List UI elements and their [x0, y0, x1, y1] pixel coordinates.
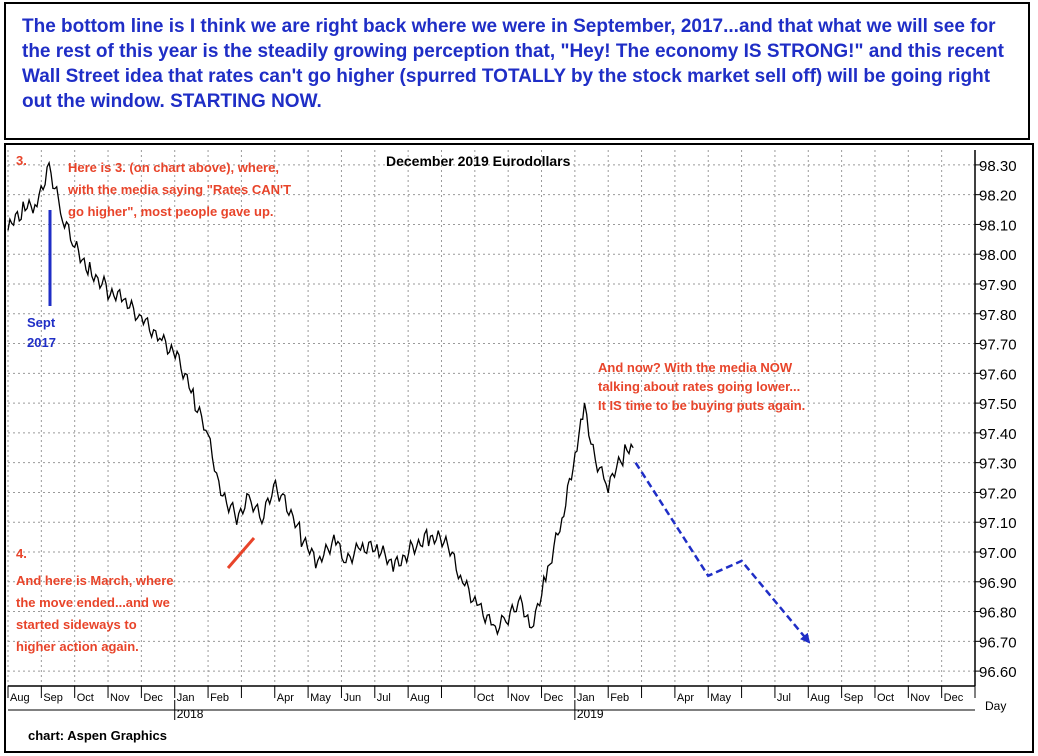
note-4-line: the move ended...and we: [16, 595, 170, 610]
label-3: 3.: [16, 153, 27, 168]
y-tick-label: 97.40: [979, 426, 1017, 443]
note-4-line: higher action again.: [16, 639, 139, 654]
x-tick-label: Sep: [844, 692, 864, 704]
x-tick-label: Oct: [477, 692, 494, 704]
y-tick-label: 97.30: [979, 456, 1017, 473]
note-3-line: Here is 3. (on chart above), where,: [68, 160, 279, 175]
headline-text: The bottom line is I think we are right …: [22, 16, 1004, 112]
note-4-line: And here is March, where: [16, 573, 174, 588]
year-label: 2019: [577, 707, 604, 721]
y-tick-label: 97.60: [979, 366, 1017, 383]
headline-box: The bottom line is I think we are right …: [4, 2, 1030, 140]
y-tick-label: 98.30: [979, 158, 1017, 175]
x-axis-label: Day: [985, 699, 1006, 713]
x-tick-label: Apr: [277, 692, 294, 704]
year-label: 2018: [177, 707, 204, 721]
projection: [634, 462, 811, 644]
axes: [8, 150, 976, 711]
y-tick-label: 97.20: [979, 485, 1017, 502]
x-tick-label: Jan: [577, 692, 595, 704]
y-tick-label: 98.20: [979, 188, 1017, 205]
x-tick-label: Jun: [343, 692, 361, 704]
y-tick-label: 97.90: [979, 277, 1017, 294]
now-note-line: And now? With the media NOW: [598, 360, 793, 375]
note-4-line: started sideways to: [16, 617, 137, 632]
x-tick-label: Nov: [910, 692, 930, 704]
x-tick-label: Dec: [944, 692, 964, 704]
projection-arrow: [634, 462, 811, 644]
y-tick-label: 97.00: [979, 545, 1017, 562]
x-tick-label: Oct: [77, 692, 94, 704]
x-tick-label: Feb: [210, 692, 229, 704]
x-tick-label: Aug: [810, 692, 830, 704]
now-note-line: It IS time to be buying puts again.: [598, 398, 805, 413]
sept-label-line: 2017: [27, 335, 56, 350]
y-tick-label: 97.80: [979, 307, 1017, 324]
sept-2017-label: Sept 2017: [27, 315, 56, 350]
y-tick-label: 96.60: [979, 664, 1017, 681]
x-tick-label: Apr: [677, 692, 694, 704]
chart-frame: [4, 143, 1034, 753]
y-tick-label: 97.10: [979, 515, 1017, 532]
note-3-line: go higher", most people gave up.: [68, 204, 274, 219]
x-tick-label: Aug: [10, 692, 30, 704]
series: [7, 160, 634, 637]
y-tick-label: 98.00: [979, 247, 1017, 264]
y-tick-label: 96.70: [979, 634, 1017, 651]
x-tick-label: Dec: [143, 692, 163, 704]
x-tick-label: Oct: [877, 692, 894, 704]
x-tick-label: Nov: [510, 692, 530, 704]
x-tick-label: Jul: [777, 692, 791, 704]
x-tick-label: Sep: [43, 692, 63, 704]
y-tick-label: 97.50: [979, 396, 1017, 413]
note-3: Here is 3. (on chart above), where, with …: [67, 160, 291, 219]
annotations: 3. Here is 3. (on chart above), where, wi…: [16, 153, 805, 654]
march-pointer-line: [226, 537, 256, 569]
y-tick-label: 96.80: [979, 605, 1017, 622]
x-axis-ticks: Aug Sep Oct Nov Dec Jan Feb Apr May Jun Jul Aug Oct N…: [7, 686, 976, 721]
note-3-line: with the media saying "Rates CAN'T: [67, 182, 291, 197]
y-tick-label: 98.10: [979, 217, 1017, 234]
y-axis-ticks: 96.60 96.70 96.80 96.90 97.00 97.10 97.20 97.30…: [975, 158, 1017, 681]
x-tick-label: Jul: [377, 692, 391, 704]
label-4: 4.: [16, 546, 27, 561]
grid: [7, 150, 976, 686]
price-line: [7, 160, 634, 637]
sept-label-line: Sept: [27, 315, 56, 330]
now-note: And now? With the media NOW talking about…: [598, 360, 805, 413]
chart-credit: chart: Aspen Graphics: [28, 728, 167, 743]
y-tick-label: 97.70: [979, 337, 1017, 354]
x-tick-label: Nov: [110, 692, 130, 704]
x-tick-label: May: [710, 692, 731, 704]
now-note-line: talking about rates going lower...: [598, 379, 800, 394]
x-tick-label: Feb: [610, 692, 629, 704]
x-tick-label: Jan: [177, 692, 195, 704]
x-tick-label: Dec: [544, 692, 564, 704]
x-tick-label: May: [310, 692, 331, 704]
chart-title: December 2019 Eurodollars: [386, 153, 571, 169]
x-tick-label: Aug: [410, 692, 430, 704]
note-4: And here is March, where the move ended..…: [16, 573, 174, 654]
y-tick-label: 96.90: [979, 575, 1017, 592]
